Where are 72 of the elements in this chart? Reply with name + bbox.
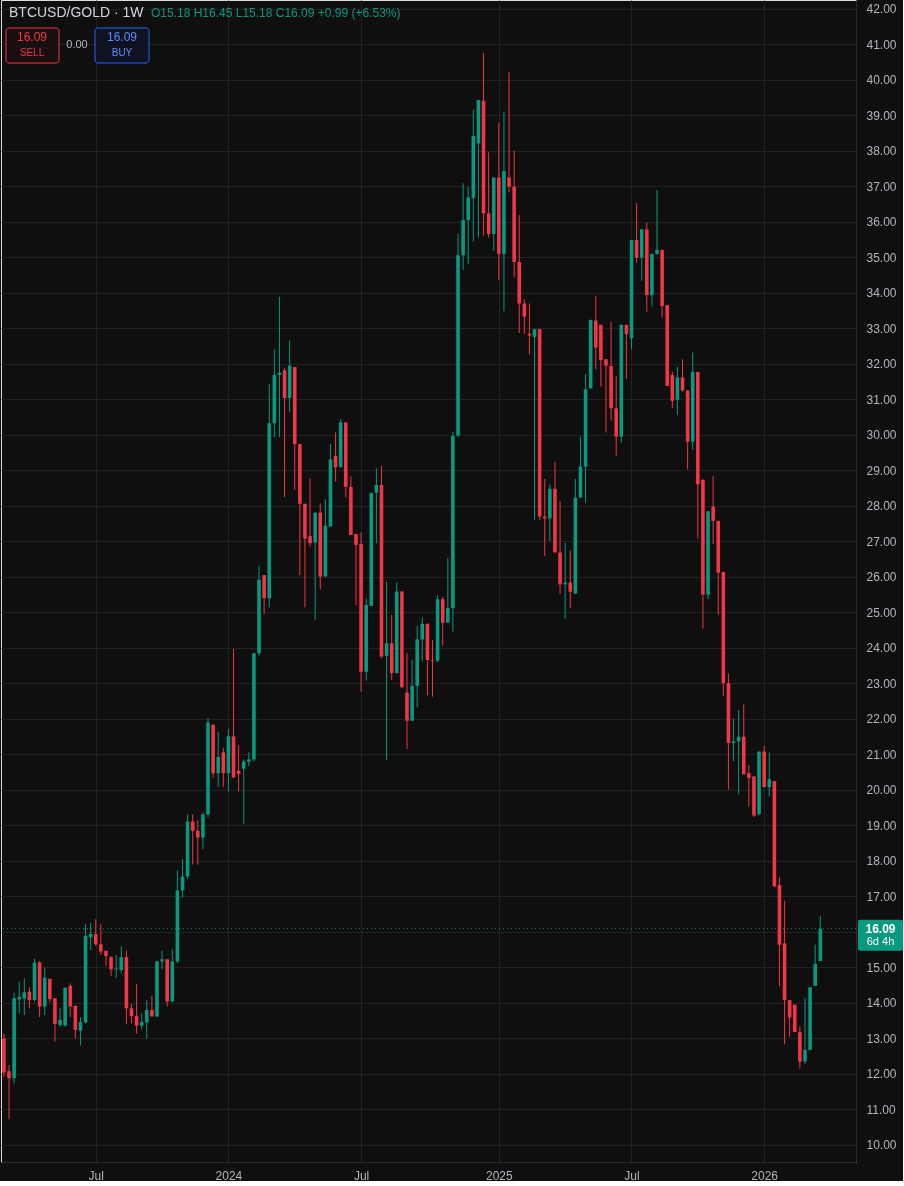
candlestick xyxy=(803,997,807,1065)
y-tick-label: 38.00 xyxy=(866,144,897,159)
y-tick-label: 26.00 xyxy=(866,570,897,585)
y-tick-label: 11.00 xyxy=(866,1102,896,1117)
y-tick-label: 35.00 xyxy=(866,250,897,265)
candlestick xyxy=(466,186,471,265)
y-tick-label: 27.00 xyxy=(866,534,897,549)
y-tick-label: 20.00 xyxy=(866,783,897,798)
annotation: 16.09 xyxy=(106,30,138,44)
y-tick-label: 13.00 xyxy=(866,1031,897,1046)
annotation: SELL xyxy=(19,47,45,58)
y-tick-label: 33.00 xyxy=(866,321,897,336)
chart-title: BTCUSD/GOLD · 1W xyxy=(9,4,145,20)
x-tick-label: Jul xyxy=(353,1168,370,1183)
y-tick-label: 12.00 xyxy=(866,1067,897,1082)
y-tick-label: 22.00 xyxy=(866,712,897,727)
candlestick xyxy=(655,189,659,256)
y-tick-label: 18.00 xyxy=(866,854,897,869)
x-tick-label: Jul xyxy=(88,1168,104,1183)
x-tick-label: Jul xyxy=(624,1168,640,1183)
candlestick xyxy=(568,549,573,609)
x-tick-label: 2025 xyxy=(485,1168,514,1183)
y-tick-label: 29.00 xyxy=(866,463,897,478)
annotation: BUY xyxy=(111,47,133,58)
candlestick xyxy=(507,71,511,193)
y-tick-label: 23.00 xyxy=(866,676,897,691)
candlestick xyxy=(711,475,715,545)
y-tick-label: 42.00 xyxy=(866,2,897,17)
y-tick-label: 10.00 xyxy=(866,1138,897,1153)
candlestick xyxy=(731,718,736,762)
text: 6d 4h xyxy=(866,934,895,947)
y-tick-label: 36.00 xyxy=(866,215,897,230)
annotation: 0.00 xyxy=(66,38,88,50)
y-tick-label: 25.00 xyxy=(866,605,897,620)
candlestick xyxy=(216,731,221,788)
candlestick xyxy=(201,811,205,850)
candlestick xyxy=(196,819,200,865)
y-tick-label: 21.00 xyxy=(866,747,897,762)
candlestick xyxy=(241,758,246,825)
y-tick-label: 19.00 xyxy=(866,818,897,833)
y-tick-label: 14.00 xyxy=(866,996,897,1011)
candlestick xyxy=(104,950,108,967)
candlestick xyxy=(160,950,164,970)
candlestick xyxy=(430,639,435,698)
ref-line-label: 16.09 xyxy=(865,921,896,936)
candlestick xyxy=(262,574,266,615)
y-tick-label: 15.00 xyxy=(866,960,897,975)
y-tick-label: 28.00 xyxy=(866,499,897,514)
annotation: 16.09 xyxy=(16,30,48,44)
y-tick-label: 34.00 xyxy=(866,286,897,301)
x-tick-label: 2024 xyxy=(215,1168,243,1183)
candlestick xyxy=(119,945,124,974)
candlestick xyxy=(767,752,772,798)
candlestick xyxy=(446,557,450,624)
y-tick-label: 31.00 xyxy=(866,392,897,407)
text: O15.18 H16.45 L15.18 C16.09 +0.99 (+6.53%) xyxy=(151,6,401,20)
candlestick xyxy=(99,923,103,956)
y-tick-label: 37.00 xyxy=(866,179,897,194)
candlestick xyxy=(190,813,195,865)
candlestick xyxy=(144,999,149,1039)
y-tick-label: 40.00 xyxy=(866,73,897,88)
x-tick-label: 2026 xyxy=(751,1168,779,1183)
y-tick-label: 17.00 xyxy=(866,889,897,904)
candlestick xyxy=(440,596,445,647)
y-tick-label: 39.00 xyxy=(866,108,897,123)
y-tick-label: 24.00 xyxy=(866,641,897,656)
y-tick-label: 32.00 xyxy=(866,357,897,372)
y-tick-label: 41.00 xyxy=(866,37,897,52)
y-tick-label: 30.00 xyxy=(866,428,897,443)
candlestick xyxy=(68,982,73,1018)
candlestick xyxy=(813,944,817,987)
candlestick xyxy=(93,918,98,947)
